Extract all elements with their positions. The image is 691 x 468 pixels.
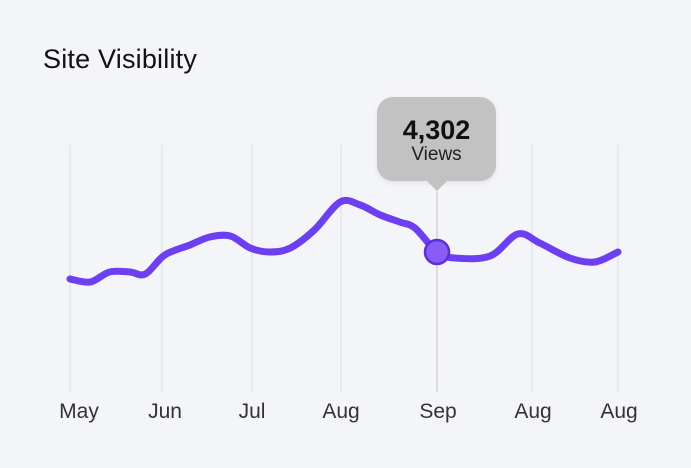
tooltip: 4,302 Views xyxy=(377,97,496,191)
series-line xyxy=(66,196,622,286)
x-tick-label: Jul xyxy=(239,400,266,423)
tooltip-value: 4,302 xyxy=(402,115,471,145)
x-tick-label: Sep xyxy=(419,400,456,423)
tooltip-label: Views xyxy=(411,144,462,165)
x-tick-label: Aug xyxy=(322,400,359,423)
x-tick-label: Jun xyxy=(148,400,182,423)
x-tick-label: Aug xyxy=(600,400,637,423)
x-tick-label: May xyxy=(59,400,99,423)
highlight-point[interactable] xyxy=(423,238,451,266)
chart-title: Site Visibility xyxy=(43,44,198,74)
x-tick-label: Aug xyxy=(514,400,551,423)
